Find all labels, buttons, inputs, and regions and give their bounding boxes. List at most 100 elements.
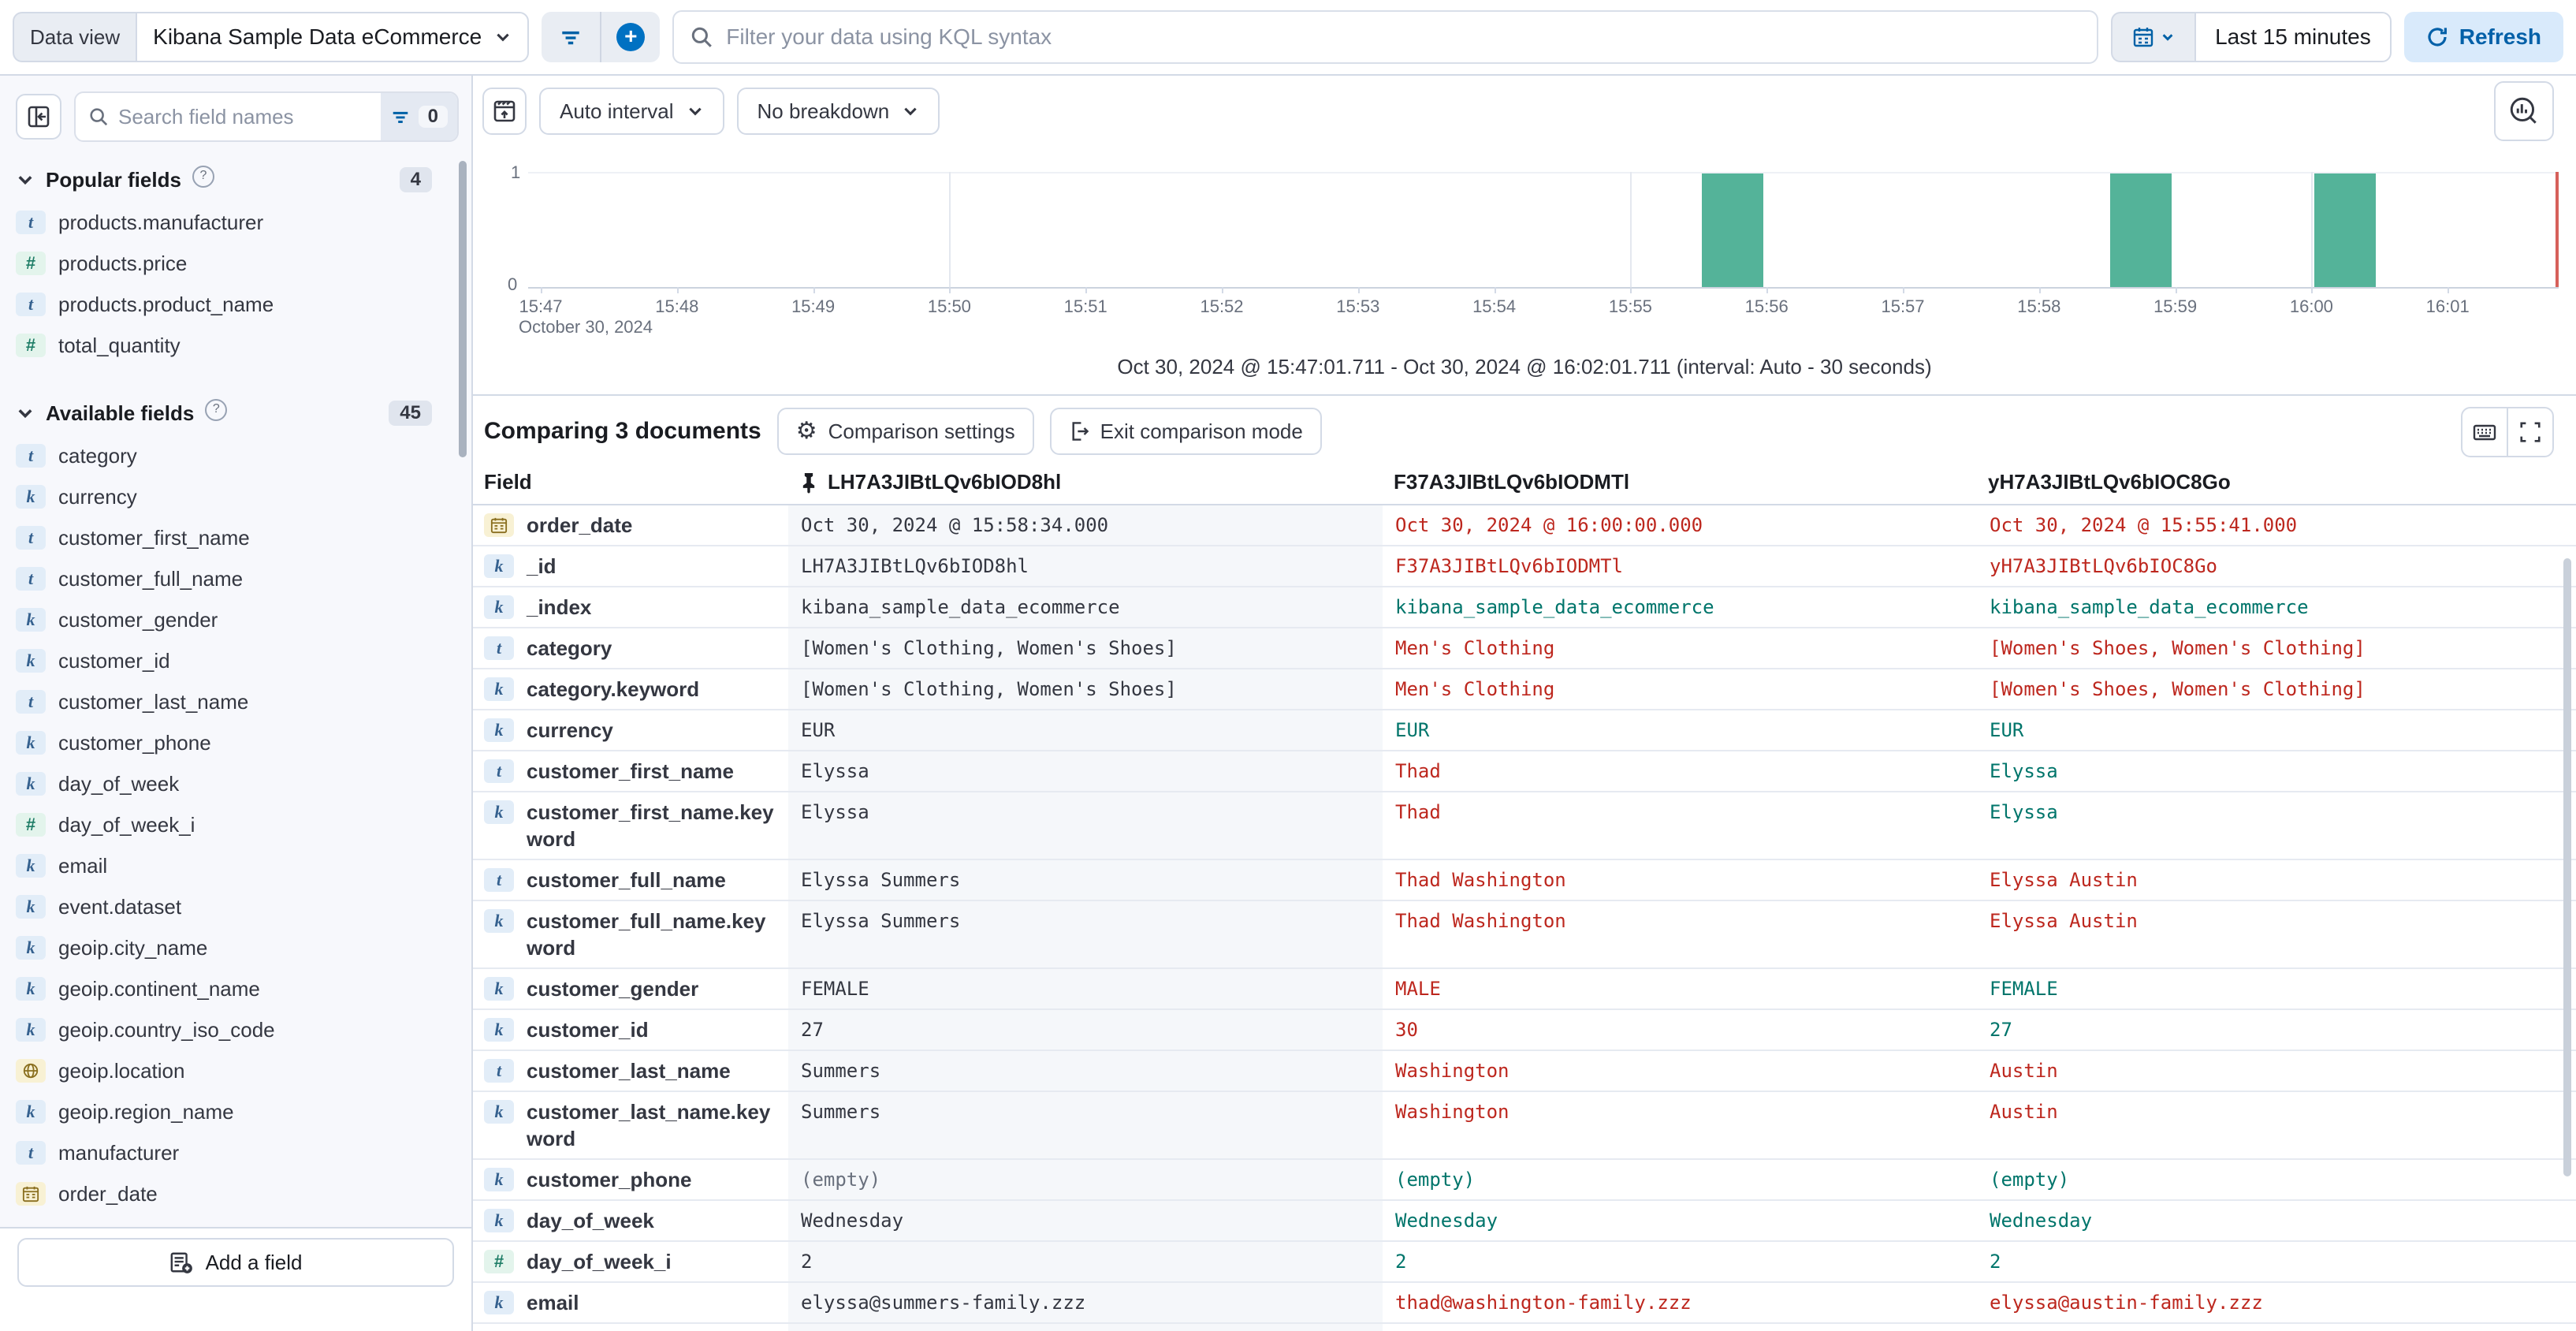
sidebar-field-total_quantity[interactable]: # total_quantity bbox=[0, 325, 471, 366]
kql-search-input[interactable]: Filter your data using KQL syntax bbox=[672, 10, 2099, 64]
chart-plot-area[interactable]: October 30, 2024 15:47 15:48 15:49 15:50 15:… bbox=[519, 172, 2559, 337]
value-cell: F37A3JIBtLQv6bIODMTl bbox=[1395, 555, 1623, 577]
number-field-icon: # bbox=[16, 813, 46, 837]
field-cell: # day_of_week_i bbox=[473, 1242, 788, 1281]
sidebar-field-products.price[interactable]: # products.price bbox=[0, 243, 471, 284]
doc-column-header[interactable]: F37A3JIBtLQv6bIODMTl bbox=[1394, 470, 1630, 494]
breakdown-dropdown[interactable]: No breakdown bbox=[736, 88, 940, 135]
sidebar-field-currency[interactable]: k currency bbox=[0, 476, 471, 517]
field-name: customer_last_name bbox=[527, 1059, 731, 1083]
fullscreen-button[interactable] bbox=[2508, 408, 2552, 456]
time-range-value[interactable]: Last 15 minutes bbox=[2194, 12, 2392, 62]
table-row-customer_gender[interactable]: k customer_gender FEMALE MALE FEMALE bbox=[473, 969, 2576, 1010]
axis-tick bbox=[1357, 287, 1360, 293]
value-cell: [Women's Shoes, Women's Clothing] bbox=[1990, 637, 2366, 659]
exit-comparison-button[interactable]: Exit comparison mode bbox=[1049, 408, 1322, 455]
table-row-category.keyword[interactable]: k category.keyword [Women's Clothing, Wome… bbox=[473, 669, 2576, 710]
field-label: geoip.country_iso_code bbox=[58, 1017, 275, 1042]
axis-tick bbox=[949, 287, 951, 293]
popular-fields-header[interactable]: Popular fields ? 4 bbox=[0, 158, 471, 202]
axis-tick bbox=[1903, 287, 1904, 293]
value-cell: Elyssa Austin bbox=[1990, 869, 2138, 891]
available-fields-header[interactable]: Available fields ? 45 bbox=[0, 391, 471, 435]
field-cell: k _id bbox=[473, 546, 788, 586]
number-field-icon: # bbox=[484, 1250, 514, 1273]
field-name: customer_full_name.keyword bbox=[527, 909, 766, 960]
table-row-customer_full_name.keyword[interactable]: k customer_full_name.keyword Elyssa Summer… bbox=[473, 901, 2576, 969]
sidebar-field-customer_first_name[interactable]: t customer_first_name bbox=[0, 517, 471, 558]
table-row-customer_first_name.keyword[interactable]: k customer_first_name.keyword Elyssa Thad El… bbox=[473, 792, 2576, 860]
field-name: category bbox=[527, 636, 612, 660]
table-row-customer_id[interactable]: k customer_id 27 30 27 bbox=[473, 1010, 2576, 1051]
sidebar-field-email[interactable]: k email bbox=[0, 845, 471, 886]
chevron-down-icon bbox=[494, 28, 512, 46]
popular-fields-list: t products.manufacturer # products.price t pr… bbox=[0, 202, 471, 366]
table-row-day_of_week[interactable]: k day_of_week Wednesday Wednesday Wednesday bbox=[473, 1201, 2576, 1242]
keyword-field-icon: k bbox=[16, 1100, 46, 1124]
field-search-input[interactable]: Search field names 0 bbox=[74, 91, 459, 142]
calendar-dropdown-button[interactable] bbox=[2111, 12, 2195, 62]
table-row-customer_last_name.keyword[interactable]: k customer_last_name.keyword Summers Washin… bbox=[473, 1092, 2576, 1160]
data-view-select[interactable]: Kibana Sample Data eCommerce bbox=[136, 12, 530, 62]
plus-icon: + bbox=[616, 23, 646, 51]
doc-column-header[interactable]: LH7A3JIBtLQv6bIOD8hl bbox=[788, 470, 1383, 494]
sidebar-field-customer_last_name[interactable]: t customer_last_name bbox=[0, 681, 471, 722]
table-row-customer_last_name[interactable]: t customer_last_name Summers Washington Aust… bbox=[473, 1051, 2576, 1092]
sidebar-field-geoip.location[interactable]: geoip.location bbox=[0, 1050, 471, 1091]
table-row-customer_phone[interactable]: k customer_phone (empty) (empty) (empty) bbox=[473, 1160, 2576, 1201]
sidebar-field-day_of_week[interactable]: k day_of_week bbox=[0, 763, 471, 804]
table-row-currency[interactable]: k currency EUR EUR EUR bbox=[473, 710, 2576, 751]
table-row-category[interactable]: t category [Women's Clothing, Women's Shoe… bbox=[473, 628, 2576, 669]
field-name: _id bbox=[527, 554, 557, 578]
chevron-down-icon bbox=[16, 170, 35, 189]
table-scrollbar[interactable] bbox=[2563, 558, 2571, 1176]
sidebar-field-customer_id[interactable]: k customer_id bbox=[0, 640, 471, 681]
table-row-email[interactable]: k email elyssa@summers-family.zzz thad@wash… bbox=[473, 1283, 2576, 1324]
filter-list-button[interactable] bbox=[542, 12, 600, 62]
sidebar-field-order_date[interactable]: order_date bbox=[0, 1173, 471, 1214]
sidebar-field-event.dataset[interactable]: k event.dataset bbox=[0, 886, 471, 927]
sidebar-field-customer_phone[interactable]: k customer_phone bbox=[0, 722, 471, 763]
histogram-bar-15:55:30[interactable] bbox=[1701, 173, 1763, 287]
sidebar-field-geoip.country_iso_code[interactable]: k geoip.country_iso_code bbox=[0, 1009, 471, 1050]
histogram-bar-16:00:00[interactable] bbox=[2314, 173, 2377, 287]
sidebar-field-manufacturer[interactable]: t manufacturer bbox=[0, 1132, 471, 1173]
value-cell: 2 bbox=[788, 1242, 1383, 1281]
field-label: total_quantity bbox=[58, 333, 181, 357]
sidebar-field-products.manufacturer[interactable]: t products.manufacturer bbox=[0, 202, 471, 243]
field-filter-button[interactable]: 0 bbox=[380, 93, 457, 140]
sidebar-field-customer_full_name[interactable]: t customer_full_name bbox=[0, 558, 471, 599]
available-fields-list: t category k currency t customer_first_name t c… bbox=[0, 435, 471, 1214]
sidebar-field-geoip.region_name[interactable]: k geoip.region_name bbox=[0, 1091, 471, 1132]
sidebar-field-category[interactable]: t category bbox=[0, 435, 471, 476]
explore-in-lens-button[interactable] bbox=[2494, 81, 2554, 141]
sidebar-field-geoip.continent_name[interactable]: k geoip.continent_name bbox=[0, 968, 471, 1009]
table-row-order_date[interactable]: order_date Oct 30, 2024 @ 15:58:34.000 Oct… bbox=[473, 505, 2576, 546]
sidebar-field-products.product_name[interactable]: t products.product_name bbox=[0, 284, 471, 325]
refresh-button[interactable]: Refresh bbox=[2403, 12, 2563, 62]
table-row-day_of_week_i[interactable]: # day_of_week_i 2 2 2 bbox=[473, 1242, 2576, 1283]
doc-column-header[interactable]: yH7A3JIBtLQv6bIOC8Go bbox=[1988, 470, 2231, 494]
sidebar-field-customer_gender[interactable]: k customer_gender bbox=[0, 599, 471, 640]
collapse-sidebar-button[interactable] bbox=[16, 94, 61, 140]
text-field-icon: t bbox=[16, 567, 46, 591]
sidebar-field-day_of_week_i[interactable]: # day_of_week_i bbox=[0, 804, 471, 845]
hide-chart-button[interactable] bbox=[482, 88, 527, 135]
add-field-button[interactable]: Add a field bbox=[17, 1238, 454, 1287]
keyword-field-icon: k bbox=[484, 1168, 514, 1191]
table-row-_id[interactable]: k _id LH7A3JIBtLQv6bIOD8hl F37A3JIBtLQv6bIO… bbox=[473, 546, 2576, 587]
value-cell: Elyssa bbox=[788, 792, 1383, 859]
add-filter-button[interactable]: + bbox=[601, 12, 660, 62]
table-row-customer_full_name[interactable]: t customer_full_name Elyssa Summers Thad Wa… bbox=[473, 860, 2576, 901]
interval-dropdown[interactable]: Auto interval bbox=[539, 88, 724, 135]
comparison-settings-button[interactable]: ⚙ Comparison settings bbox=[776, 408, 1034, 455]
sidebar-field-geoip.city_name[interactable]: k geoip.city_name bbox=[0, 927, 471, 968]
fields-sidebar: Search field names 0 Popular fields ? 4 … bbox=[0, 76, 473, 1331]
text-field-icon: t bbox=[484, 636, 514, 660]
x-tick-label: 15:50 bbox=[927, 296, 971, 316]
sidebar-scrollbar[interactable] bbox=[459, 161, 467, 457]
table-row-customer_first_name[interactable]: t customer_first_name Elyssa Thad Elyssa bbox=[473, 751, 2576, 792]
histogram-bar-15:58:30[interactable] bbox=[2110, 173, 2172, 287]
keyboard-shortcuts-button[interactable] bbox=[2462, 408, 2507, 456]
table-row-_index[interactable]: k _index kibana_sample_data_ecommerce kiban… bbox=[473, 587, 2576, 628]
